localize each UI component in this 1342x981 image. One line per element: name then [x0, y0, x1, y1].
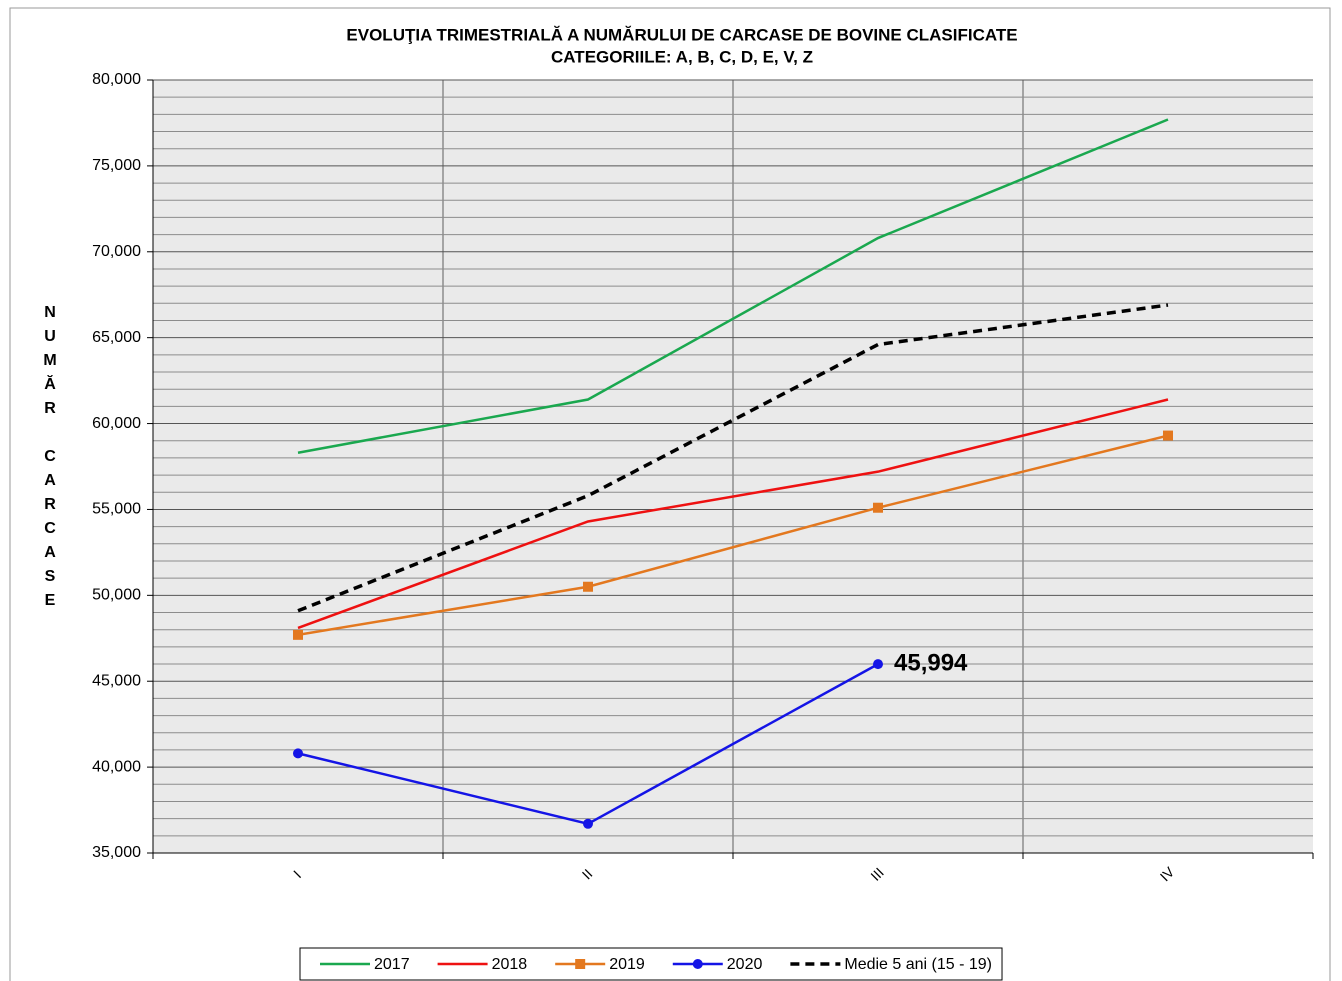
series-line [297, 303, 1169, 613]
legend-label: 2020 [727, 956, 763, 973]
y-tick-label: 40,000 [92, 758, 141, 775]
y-tick-label: 60,000 [92, 415, 141, 432]
marker [873, 502, 883, 513]
y-tick-label: 50,000 [92, 587, 141, 604]
legend-marker [692, 959, 703, 969]
marker [293, 629, 303, 640]
marker [583, 818, 593, 829]
y-tick-label: 75,000 [92, 157, 141, 174]
chart-subtitle: CATEGORIILE: A, B, C, D, E, V, Z [551, 47, 813, 66]
data-label: 45,994 [894, 649, 968, 676]
marker [873, 659, 883, 670]
legend-label: 2017 [374, 956, 410, 973]
marker [583, 581, 593, 592]
y-tick-label: 65,000 [92, 329, 141, 346]
legend-label: 2018 [492, 956, 528, 973]
y-tick-label: 55,000 [92, 501, 141, 518]
legend-box [299, 947, 1003, 981]
legend-label: Medie 5 ani (15 - 19) [844, 956, 992, 973]
chart-title: EVOLUŢIA TRIMESTRIALĂ A NUMĂRULUI DE CAR… [346, 25, 1017, 44]
series-line [297, 398, 1169, 630]
series-line [297, 434, 1169, 637]
y-tick-label: 45,000 [92, 672, 141, 689]
legend: 2017 2018 2019 2020 Medie 5 ani (15 - 19) [299, 947, 1003, 981]
marker [293, 748, 303, 759]
series-line [297, 118, 1169, 454]
marker [1163, 430, 1173, 441]
legend-label: 2019 [609, 956, 645, 973]
y-tick-label: 35,000 [92, 844, 141, 861]
y-tick-label: 80,000 [92, 71, 141, 88]
legend-marker [575, 959, 586, 969]
y-tick-label: 70,000 [92, 243, 141, 260]
